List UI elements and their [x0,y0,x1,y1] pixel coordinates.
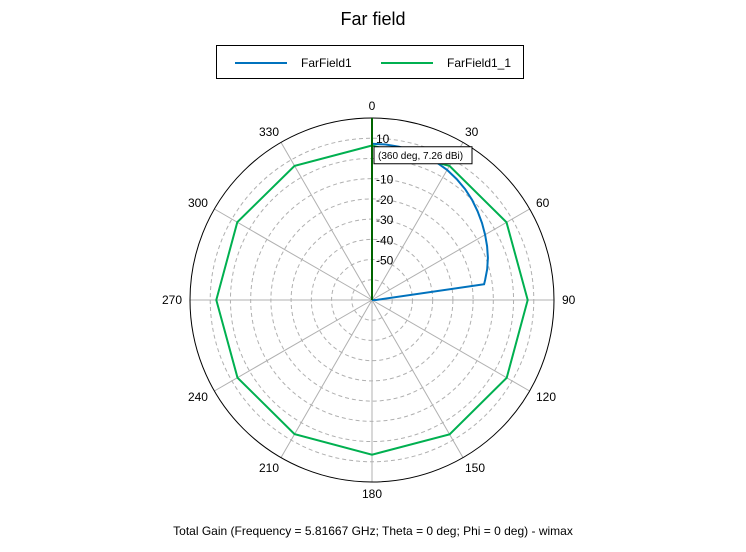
angle-tick-label: 240 [188,390,208,404]
marker-tooltip-text: (360 deg, 7.26 dBi) [378,151,463,162]
legend-label-farfield1-1: FarField1_1 [447,56,512,70]
angle-tick-label: 60 [536,196,550,210]
angular-grid-line [371,208,530,301]
radial-tick-label: -30 [376,213,394,227]
chart-title: Far field [340,9,406,29]
angle-tick-label: 300 [188,196,208,210]
angular-grid-line [280,299,373,458]
angular-grid-line [280,142,373,301]
legend-swatch-farfield1 [235,62,287,64]
legend-swatch-farfield1-1 [381,62,433,64]
legend-item-farfield1-1[interactable]: FarField1_1 [381,46,511,80]
legend-item-farfield1[interactable]: FarField1 [235,46,352,80]
angle-tick-label: 270 [162,293,182,307]
legend-label-farfield1: FarField1 [301,56,352,70]
angle-tick-label: 0 [369,99,376,113]
marker-tooltip-box [373,146,473,165]
angle-tick-label: 30 [465,125,479,139]
angle-tick-label: 120 [536,390,556,404]
angular-grid-line [214,299,373,392]
radial-tick-label: -20 [376,193,394,207]
angular-grid-line [371,142,464,301]
legend: FarField1 FarField1_1 [216,45,524,79]
angular-grid-line [371,299,464,458]
angle-tick-label: 150 [465,461,485,475]
footer-caption: Total Gain (Frequency = 5.81667 GHz; The… [173,524,573,538]
angular-grid-line [371,299,530,392]
radial-tick-label: -50 [376,254,394,268]
radial-tick-label: 10 [376,132,390,146]
series-line-farfield1-1 [215,144,529,456]
radial-tick-label: -10 [376,173,394,187]
radial-tick-label: -40 [376,233,394,247]
angular-grid-line [214,208,373,301]
angle-tick-label: 330 [259,125,279,139]
angle-tick-label: 90 [562,293,576,307]
angle-tick-label: 210 [259,461,279,475]
angle-tick-label: 180 [362,487,382,501]
